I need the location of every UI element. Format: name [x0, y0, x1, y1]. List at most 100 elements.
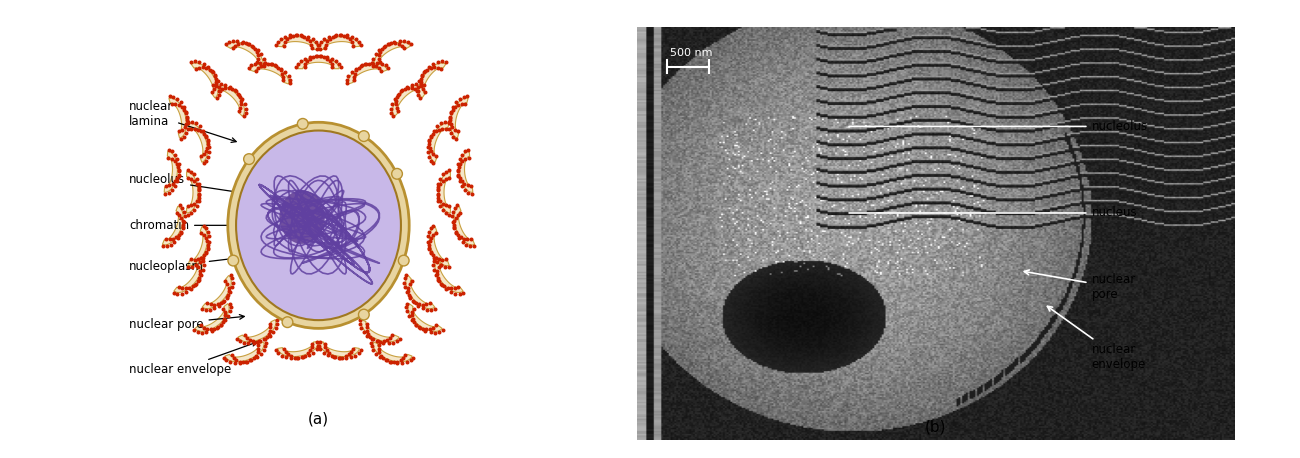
- Point: [172, 214, 192, 221]
- Point: [177, 125, 198, 132]
- Point: [406, 322, 426, 329]
- Point: [302, 340, 322, 348]
- Point: [233, 339, 254, 347]
- Point: [307, 338, 328, 346]
- Point: [222, 284, 243, 291]
- Point: [425, 272, 446, 279]
- Point: [344, 77, 365, 84]
- Point: [380, 334, 400, 342]
- Point: [179, 284, 200, 292]
- Point: [283, 32, 304, 39]
- Point: [188, 187, 209, 194]
- Point: [240, 357, 261, 364]
- Point: [446, 229, 467, 237]
- Point: [424, 127, 445, 134]
- Point: [429, 256, 450, 263]
- Point: [198, 299, 218, 306]
- Point: [391, 87, 412, 94]
- Point: [250, 59, 270, 66]
- Point: [168, 172, 188, 180]
- Point: [196, 157, 217, 164]
- Point: [456, 241, 477, 249]
- Point: [458, 146, 478, 153]
- Polygon shape: [278, 341, 318, 357]
- Point: [162, 148, 183, 155]
- Polygon shape: [429, 123, 450, 162]
- Point: [172, 104, 192, 111]
- Point: [166, 234, 187, 241]
- Point: [240, 62, 261, 69]
- Circle shape: [398, 255, 410, 266]
- Point: [382, 113, 403, 120]
- Point: [195, 306, 216, 314]
- Point: [287, 354, 308, 362]
- Point: [422, 232, 443, 239]
- Point: [426, 267, 447, 274]
- Polygon shape: [361, 320, 399, 342]
- Point: [298, 350, 318, 357]
- Point: [419, 238, 439, 245]
- Point: [190, 229, 211, 237]
- Point: [156, 235, 177, 242]
- Point: [439, 117, 460, 124]
- Point: [410, 301, 430, 308]
- Point: [315, 344, 335, 351]
- Point: [307, 342, 328, 349]
- Point: [344, 70, 365, 77]
- Point: [174, 218, 195, 225]
- Text: nuclear envelope: nuclear envelope: [129, 342, 257, 376]
- Ellipse shape: [237, 131, 400, 320]
- Point: [222, 279, 243, 286]
- Point: [281, 353, 302, 360]
- Point: [239, 337, 260, 344]
- Polygon shape: [408, 304, 442, 332]
- Point: [243, 354, 264, 362]
- Point: [309, 338, 330, 346]
- Point: [172, 126, 192, 133]
- Point: [363, 61, 384, 68]
- Point: [188, 194, 209, 202]
- Point: [432, 281, 452, 288]
- Point: [436, 209, 456, 217]
- Point: [424, 305, 445, 313]
- Point: [384, 339, 404, 347]
- Point: [446, 228, 467, 235]
- Point: [428, 187, 448, 194]
- Point: [386, 104, 407, 111]
- Point: [451, 101, 472, 108]
- Point: [335, 353, 356, 360]
- Point: [396, 359, 417, 366]
- Point: [343, 73, 364, 81]
- Point: [412, 86, 433, 93]
- Point: [433, 177, 454, 185]
- Point: [441, 130, 462, 137]
- Text: nuclear
lamina: nuclear lamina: [129, 100, 237, 142]
- Point: [227, 40, 248, 48]
- Point: [429, 328, 450, 336]
- Point: [214, 316, 235, 324]
- Point: [247, 342, 268, 349]
- Point: [367, 337, 387, 344]
- Point: [317, 53, 338, 60]
- Point: [166, 160, 187, 168]
- Polygon shape: [238, 320, 276, 342]
- Point: [231, 39, 252, 47]
- Point: [187, 328, 208, 336]
- Point: [360, 333, 381, 341]
- Point: [229, 338, 250, 345]
- Point: [229, 91, 250, 98]
- Polygon shape: [429, 227, 450, 266]
- Point: [433, 200, 454, 207]
- Point: [202, 68, 222, 75]
- Point: [403, 297, 424, 305]
- Point: [419, 299, 439, 306]
- Point: [176, 109, 196, 117]
- Point: [191, 255, 212, 262]
- Point: [451, 178, 472, 185]
- Point: [430, 261, 451, 268]
- Point: [230, 93, 251, 101]
- Point: [254, 55, 274, 62]
- Point: [218, 288, 239, 295]
- Point: [259, 330, 280, 338]
- Point: [412, 305, 433, 312]
